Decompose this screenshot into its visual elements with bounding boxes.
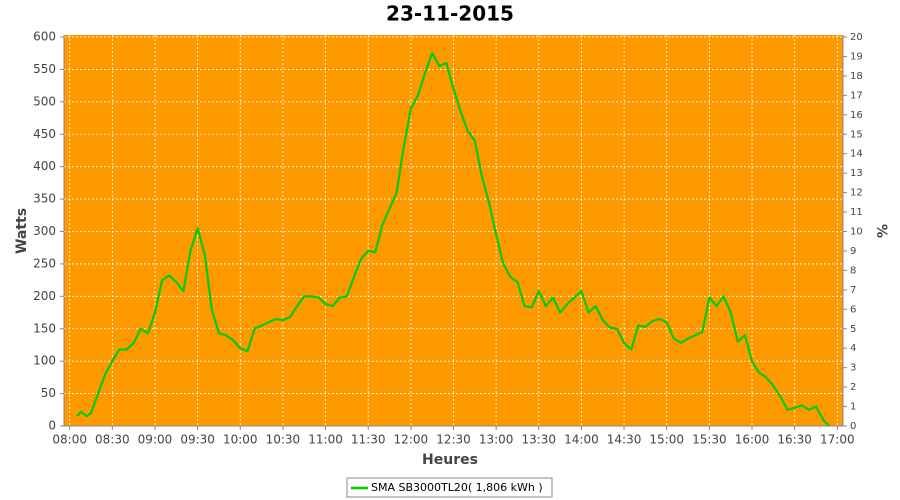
x-tick-label: 13:00 xyxy=(479,433,514,447)
y2-tick-label: 3 xyxy=(850,363,856,374)
x-tick-label: 14:30 xyxy=(607,433,642,447)
y2-tick-label: 16 xyxy=(850,110,863,121)
x-tick-label: 08:00 xyxy=(52,433,87,447)
y2-tick-label: 14 xyxy=(850,149,863,160)
y2-tick-label: 20 xyxy=(850,32,863,43)
x-tick-label: 12:30 xyxy=(436,433,471,447)
y-tick-label: 350 xyxy=(33,192,56,206)
x-tick-label: 08:30 xyxy=(95,433,130,447)
y-tick-label: 450 xyxy=(33,127,56,141)
y2-tick-label: 18 xyxy=(850,71,863,82)
legend xyxy=(346,477,553,498)
x-axis-label: Heures xyxy=(422,452,478,468)
y2-tick-label: 10 xyxy=(850,227,863,238)
y2-tick-label: 5 xyxy=(850,324,856,335)
x-tick-label: 10:30 xyxy=(266,433,301,447)
y2-tick-label: 4 xyxy=(850,343,856,354)
x-tick-label: 11:30 xyxy=(351,433,386,447)
y2-tick-label: 1 xyxy=(850,402,856,413)
y-tick-label: 500 xyxy=(33,94,56,108)
y-tick-label: 550 xyxy=(33,62,56,76)
y-tick-label: 250 xyxy=(33,256,56,270)
x-tick-label: 17:00 xyxy=(820,433,855,447)
x-tick-label: 13:30 xyxy=(521,433,556,447)
y2-tick-label: 17 xyxy=(850,90,863,101)
y2-tick-label: 8 xyxy=(850,265,856,276)
y2-tick-label: 2 xyxy=(850,382,856,393)
chart-title: 23-11-2015 xyxy=(386,2,514,26)
y-tick-label: 400 xyxy=(33,159,56,173)
y2-tick-label: 19 xyxy=(850,51,863,62)
x-tick-label: 16:30 xyxy=(777,433,812,447)
y-tick-label: 600 xyxy=(33,30,56,44)
x-tick-label: 16:00 xyxy=(735,433,770,447)
x-tick-label: 15:00 xyxy=(649,433,684,447)
y2-tick-label: 11 xyxy=(850,207,863,218)
y2-tick-label: 7 xyxy=(850,285,856,296)
data-line xyxy=(75,52,830,427)
x-tick-label: 14:00 xyxy=(564,433,599,447)
y2-tick-label: 13 xyxy=(850,168,863,179)
y2-tick-label: 12 xyxy=(850,188,863,199)
y-tick-label: 150 xyxy=(33,321,56,335)
y-tick-label: 300 xyxy=(33,224,56,238)
x-tick-label: 09:30 xyxy=(180,433,215,447)
x-tick-label: 09:00 xyxy=(138,433,173,447)
x-tick-label: 12:00 xyxy=(394,433,429,447)
y-tick-label: 50 xyxy=(41,386,56,400)
x-tick-label: 11:00 xyxy=(308,433,343,447)
y-tick-label: 200 xyxy=(33,289,56,303)
y-axis-label: Watts xyxy=(14,208,30,254)
y2-tick-label: 0 xyxy=(850,421,856,432)
x-tick-label: 15:30 xyxy=(692,433,727,447)
legend-label: SMA SB3000TL20( 1,806 kWh ) xyxy=(371,481,543,494)
y-tick-label: 0 xyxy=(48,419,56,433)
y2-axis-label: % xyxy=(873,224,889,238)
y2-tick-label: 15 xyxy=(850,129,863,140)
y2-tick-label: 6 xyxy=(850,304,856,315)
y-tick-label: 100 xyxy=(33,354,56,368)
y2-tick-label: 9 xyxy=(850,246,856,257)
x-tick-label: 10:00 xyxy=(223,433,258,447)
